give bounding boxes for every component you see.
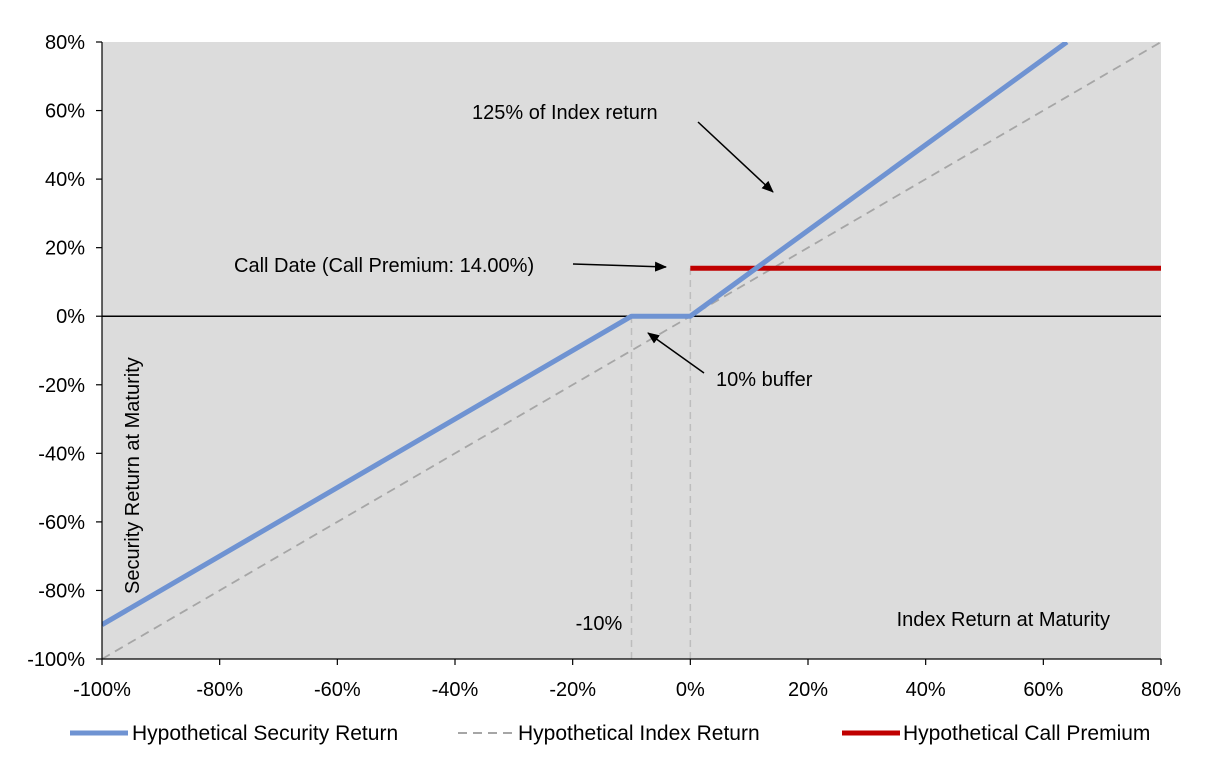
call-date-arrow [572, 261, 667, 272]
y-tick-label: -100% [27, 649, 85, 671]
y-tick-label: -40% [38, 443, 85, 465]
buffer-annotation: 10% buffer [716, 369, 813, 391]
y-axis-title: Security Return at Maturity [122, 357, 144, 594]
y-tick-label: -20% [38, 375, 85, 397]
buffer-arrow [647, 332, 705, 374]
series-lines [102, 42, 1161, 659]
x-tick-label: -40% [432, 679, 479, 701]
x-tick-label: -100% [73, 679, 131, 701]
index-return-annotation: 125% of Index return [472, 102, 658, 124]
x-tick-label: 0% [676, 679, 705, 701]
x-tick-label: 60% [1023, 679, 1063, 701]
buffer-level-label: -10% [576, 613, 623, 635]
index-return-arrow [697, 121, 774, 193]
legend-label-call-premium: Hypothetical Call Premium [903, 722, 1150, 745]
x-axis-ticks: -100% -80% -60% -40% -20% 0% 20% 40% 60% 80% [73, 659, 1181, 701]
y-tick-label: 80% [45, 32, 85, 54]
y-tick-label: 40% [45, 169, 85, 191]
y-tick-label: 60% [45, 101, 85, 123]
y-tick-label: 20% [45, 238, 85, 260]
y-tick-label: -80% [38, 580, 85, 602]
series-line-hypothetical-index-return [102, 42, 1161, 659]
reference-lines [630, 268, 692, 659]
x-tick-label: 80% [1141, 679, 1181, 701]
y-axis-ticks: 80% 60% 40% 20% 0% -20% -40% -60% -80% -100% [27, 32, 102, 671]
x-tick-label: -20% [549, 679, 596, 701]
x-axis-title: Index Return at Maturity [897, 609, 1110, 631]
y-tick-label: -60% [38, 512, 85, 534]
call-date-annotation: Call Date (Call Premium: 14.00%) [234, 255, 534, 277]
y-tick-label: 0% [56, 306, 85, 328]
legend-label-index: Hypothetical Index Return [518, 722, 760, 745]
legend-label-security: Hypothetical Security Return [132, 722, 398, 745]
x-tick-label: -60% [314, 679, 361, 701]
x-tick-label: -80% [196, 679, 243, 701]
legend: Hypothetical Security Return Hypothetica… [70, 722, 1150, 745]
x-tick-label: 20% [788, 679, 828, 701]
series-line-hypothetical-security-return [102, 42, 1069, 627]
axes [101, 42, 1161, 660]
x-tick-label: 40% [906, 679, 946, 701]
